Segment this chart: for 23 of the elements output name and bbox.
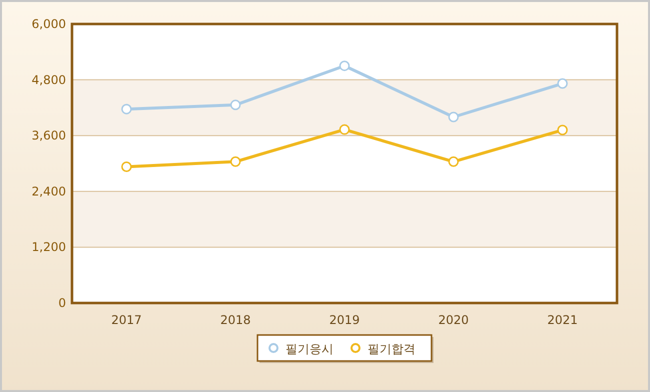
y-tick-label: 6,000 <box>32 17 66 31</box>
point <box>557 78 568 89</box>
y-tick-label: 0 <box>58 296 66 310</box>
y-tick-label: 1,200 <box>32 240 66 254</box>
x-tick-label: 2020 <box>438 313 469 327</box>
y-tick-label: 3,600 <box>32 128 66 143</box>
y-tick-label: 4,800 <box>32 72 66 87</box>
point <box>230 100 241 110</box>
point <box>448 112 459 122</box>
point <box>339 60 350 72</box>
x-tick-label: 2021 <box>547 313 578 327</box>
point <box>121 162 132 172</box>
point <box>339 124 350 135</box>
legend-label: 필기합격 <box>368 342 416 356</box>
point <box>448 156 459 167</box>
point <box>557 124 568 136</box>
legend-label: 필기응시 <box>286 342 334 356</box>
point <box>230 156 241 167</box>
y-tick-label: 2,400 <box>32 184 66 198</box>
x-tick-label: 2017 <box>111 313 142 327</box>
x-tick-label: 2018 <box>220 313 251 327</box>
point <box>121 104 132 114</box>
x-tick-label: 2019 <box>329 313 360 327</box>
